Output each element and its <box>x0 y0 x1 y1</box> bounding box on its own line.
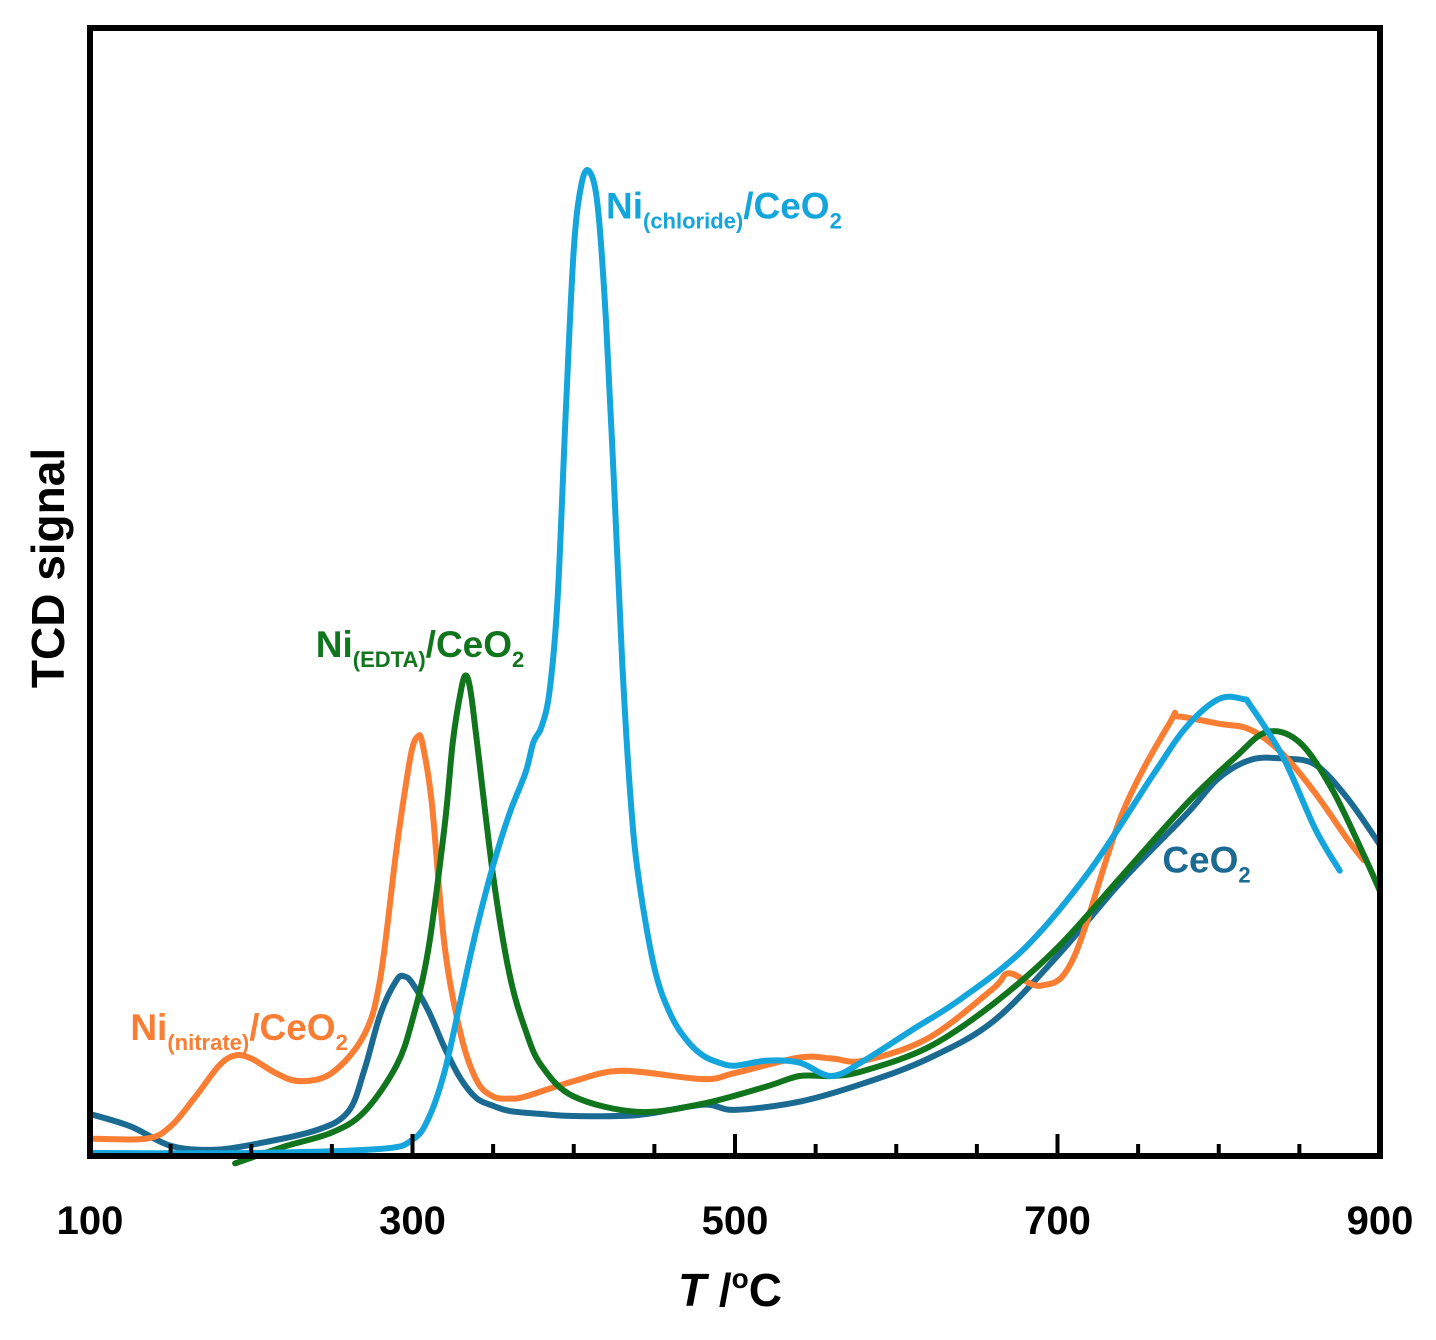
x-axis-title-symbol: T <box>678 1264 710 1316</box>
series-label-nitrate: Ni(nitrate)/CeO2 <box>130 1007 348 1055</box>
x-axis-title-separator: / <box>706 1264 732 1316</box>
x-axis-title: T /oC <box>678 1263 782 1316</box>
series-labels: CeO2 Ni(nitrate)/CeO2 Ni(EDTA)/CeO2 Ni(chlo… <box>130 185 1250 1055</box>
series-line-nitrate <box>87 709 1367 1143</box>
plot-frame <box>87 25 1383 1159</box>
x-tick-label: 700 <box>1024 1199 1091 1243</box>
series-layer <box>87 167 1383 1167</box>
series-label-ceo2: CeO2 <box>1162 840 1250 888</box>
y-axis-title: TCD signal <box>22 448 74 688</box>
x-tick-label: 900 <box>1347 1199 1414 1243</box>
series-line-chloride <box>87 167 1343 1157</box>
series-line-edta <box>232 672 1383 1167</box>
series-line-ceo2 <box>87 754 1383 1153</box>
series-label-chloride: Ni(chloride)/CeO2 <box>606 185 842 233</box>
series-label-edta: Ni(EDTA)/CeO2 <box>316 624 525 672</box>
x-axis-title-degree: o <box>732 1263 749 1294</box>
x-tick-label: 100 <box>57 1199 124 1243</box>
x-tick-label: 500 <box>702 1199 769 1243</box>
x-axis-title-unit: C <box>749 1264 782 1316</box>
x-axis: 100 300 500 700 900 <box>57 1134 1414 1243</box>
x-tick-label: 300 <box>379 1199 446 1243</box>
